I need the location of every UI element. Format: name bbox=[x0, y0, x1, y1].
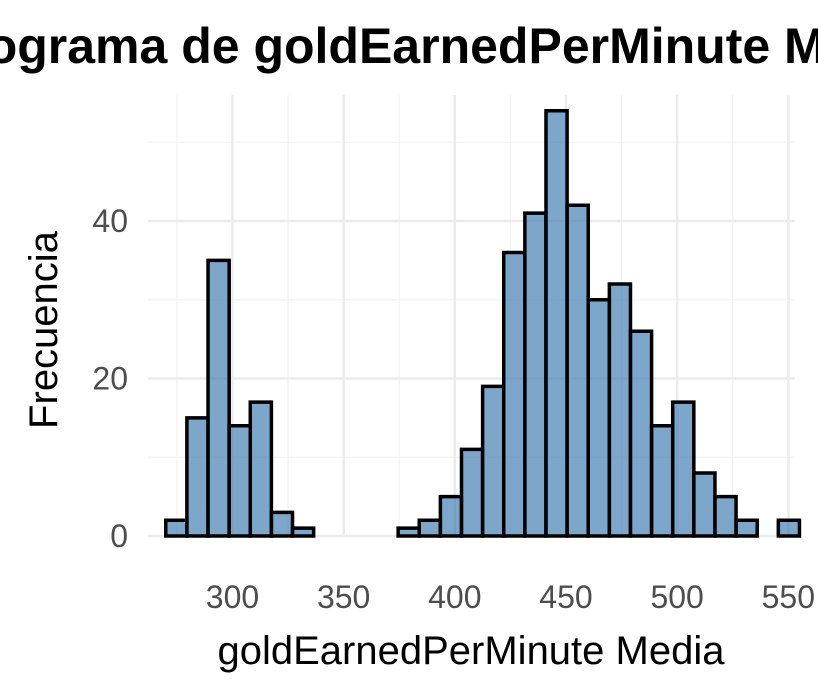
y-tick-label: 0 bbox=[110, 518, 128, 554]
histogram-bar bbox=[544, 109, 569, 538]
histogram-bar bbox=[776, 518, 802, 538]
x-tick-label: 500 bbox=[650, 579, 703, 615]
histogram-bar bbox=[501, 250, 527, 538]
histogram-bar bbox=[459, 447, 485, 538]
histogram-bar bbox=[565, 203, 590, 538]
y-axis-ticks: 0 20 40 bbox=[92, 203, 128, 554]
y-axis-title: Frecuencia bbox=[22, 230, 66, 429]
histogram-bar bbox=[713, 494, 738, 538]
histogram-bar bbox=[586, 298, 612, 538]
histogram-bar bbox=[734, 518, 759, 538]
x-tick-label: 450 bbox=[539, 579, 592, 615]
histogram-bar bbox=[185, 416, 210, 538]
histogram-bar bbox=[290, 526, 316, 538]
histogram-bar bbox=[206, 258, 231, 538]
histogram-bar bbox=[523, 211, 548, 538]
chart-title: Histograma de goldEarnedPerMinute Media bbox=[0, 18, 818, 74]
histogram-bar bbox=[438, 494, 464, 538]
histogram-bar bbox=[480, 384, 506, 538]
histogram-bar bbox=[670, 400, 696, 538]
histogram-bar bbox=[628, 329, 654, 538]
histogram-bar bbox=[649, 424, 675, 538]
y-tick-label: 20 bbox=[92, 361, 128, 397]
histogram-bar bbox=[248, 400, 274, 538]
histogram-bar bbox=[227, 424, 253, 538]
x-axis-title: goldEarnedPerMinute Media bbox=[218, 629, 726, 673]
histogram-bar bbox=[396, 526, 422, 538]
x-tick-label: 400 bbox=[428, 579, 481, 615]
bars bbox=[164, 109, 802, 538]
histogram-bar bbox=[417, 518, 443, 538]
x-tick-label: 350 bbox=[317, 579, 370, 615]
x-axis-ticks: 300 350 400 450 500 550 bbox=[206, 579, 815, 615]
histogram-bar bbox=[164, 518, 189, 538]
x-tick-label: 300 bbox=[206, 579, 259, 615]
y-tick-label: 40 bbox=[92, 203, 128, 239]
histogram-bar bbox=[607, 282, 633, 538]
histogram-bar bbox=[692, 471, 717, 538]
x-tick-label: 550 bbox=[762, 579, 815, 615]
histogram-bar bbox=[269, 510, 295, 538]
